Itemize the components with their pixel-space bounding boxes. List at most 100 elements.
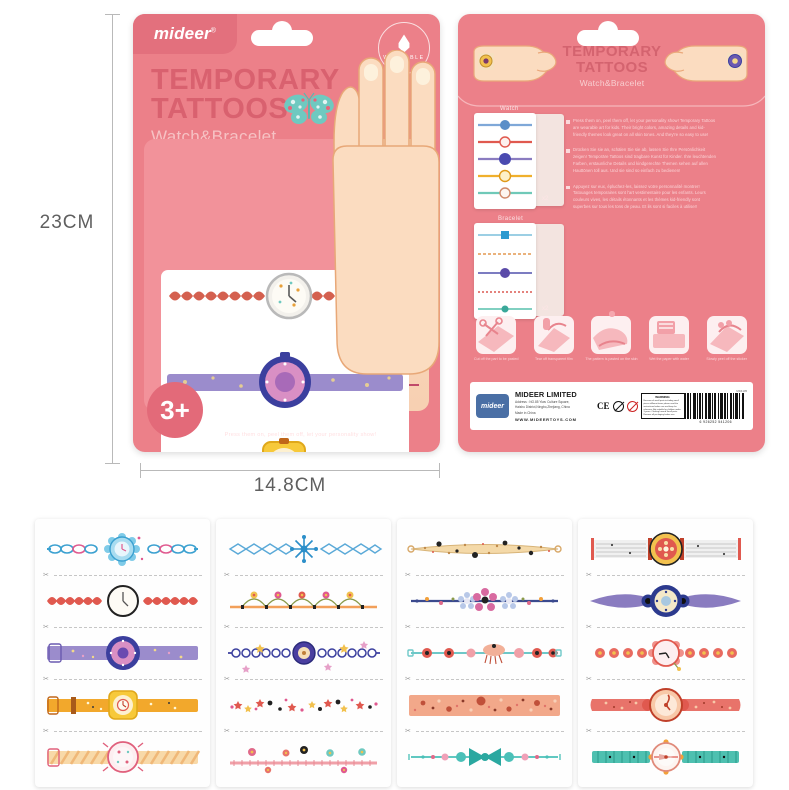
certification-marks: CE WARNING Because of small parts includ… [597, 393, 685, 419]
instruction-step-4: Wet the paper with water [608, 311, 696, 362]
tattoo-sheet-3: ✂ [397, 519, 572, 787]
warning-body: Because of small parts including small p… [643, 400, 681, 417]
bracelet-sheet-preview [478, 231, 532, 313]
step-caption-5: Slowly peel off the sticker [706, 357, 747, 361]
cut-line: ✂ [43, 675, 202, 684]
cut-line: ✂ [586, 623, 745, 632]
back-title: TEMPORARY TATTOOS Watch&Bracelet [544, 44, 680, 88]
company-address-2: Haishu District,Ningbo,Zhejiang, China [515, 405, 570, 410]
design-cream-speckle-bracelet [405, 529, 564, 569]
butterfly-icon [284, 92, 334, 125]
bracelet-qty: x2 [542, 306, 549, 312]
design-navy-star-chain-bracelet [224, 633, 383, 673]
registered-mark: ® [210, 27, 217, 35]
scissors-icon: ✂ [405, 623, 411, 631]
step-caption-3: The pattern is pasted on the skin [585, 357, 638, 361]
cut-line: ✂ [224, 571, 383, 580]
watch-sheet-preview [478, 120, 532, 199]
bracelet-group-label: Bracelet [498, 216, 524, 222]
design-purple-star-strap-watch [43, 633, 202, 673]
front-design-leaf-watch [169, 272, 335, 320]
instruction-step-2: Tear off transparent film [528, 311, 615, 362]
cut-line: ✂ [224, 727, 383, 736]
cut-line: ✂ [43, 727, 202, 736]
scissors-icon: ✂ [224, 727, 230, 735]
warning-title: WARNING [655, 395, 670, 400]
dimension-height-label: 23CM [39, 212, 95, 233]
tattoo-sheet-2: ✂ [216, 519, 391, 787]
design-yellow-polka-watch [43, 685, 202, 725]
title-line-2: TATTOOS [151, 93, 289, 125]
brand-logo-chip: mideer® [133, 14, 237, 54]
cut-line: ✂ [405, 623, 564, 632]
barcode-bars [684, 392, 747, 419]
cut-line: ✂ [224, 623, 383, 632]
hang-hole-back [577, 21, 639, 46]
design-coral-speckle-watch [586, 685, 745, 725]
company-logo: mideer [476, 394, 509, 418]
design-blue-chain-flower-watch [43, 529, 202, 569]
design-purple-navy-moon-watch [586, 581, 745, 621]
watch-group-label: Watch [500, 106, 519, 112]
company-website: WWW.MIDEERTOYS.COM [515, 417, 577, 423]
design-blue-snowflake-bracelet [224, 529, 383, 569]
ce-mark: CE [597, 401, 610, 411]
scissors-icon: ✂ [586, 675, 592, 683]
bullet-square-icon [566, 185, 570, 190]
watch-sheet-front [474, 113, 536, 209]
press-to-skin-icon [591, 316, 632, 354]
cut-line: ✂ [43, 623, 202, 632]
bullet-english: Press them on, peel them off, let your p… [566, 118, 716, 138]
company-address-3: Made in China [515, 411, 536, 416]
water-drop-icon [398, 34, 410, 53]
scissors-icon: ✂ [586, 571, 592, 579]
bullet-text-de: Drücken Sie sie an, schälen Sie sie ab, … [573, 147, 716, 173]
wet-sponge-icon [649, 316, 690, 354]
dimension-width-label: 14.8CM [253, 475, 327, 496]
sku-code: MD4105 [736, 388, 747, 393]
scissors-icon: ✂ [43, 623, 49, 631]
bullet-text-en: Press them on, peel them off, let your p… [573, 118, 716, 137]
package-back: TEMPORARY TATTOOS Watch&Bracelet Watch x… [458, 14, 765, 452]
tattoo-sheet-4: ✂ ✂ [578, 519, 753, 787]
company-info-bar: mideer MIDEER LIMITED Address : NO.85 Yi… [470, 382, 753, 430]
scissors-icon: ✂ [43, 727, 49, 735]
scissors-icon: ✂ [405, 571, 411, 579]
company-name: MIDEER LIMITED [515, 389, 577, 399]
barcode-number: 6 926252 541206 [699, 419, 732, 424]
scissors-icon: ✂ [586, 623, 592, 631]
package-front: mideer® WASHABLE TEMPORARY TATTOOS Watch… [133, 14, 440, 452]
bracelet-sheet-front [474, 223, 536, 319]
design-pink-flower-dot-bracelet [224, 737, 383, 777]
hand-illustration [332, 50, 440, 375]
design-white-feather-gold-watch [586, 529, 745, 569]
tattoo-sheet-1: ✂ ✂ [35, 519, 210, 787]
arm-right-illustration [664, 45, 748, 82]
design-navy-pink-daisy-bracelet [405, 581, 564, 621]
dimension-cap-right [439, 463, 440, 478]
bullet-square-icon [566, 149, 570, 153]
scissors-icon: ✂ [586, 727, 592, 735]
design-salmon-band-bracelet [405, 685, 564, 725]
scissors-icon: ✂ [224, 675, 230, 683]
scissors-icon: ✂ [224, 571, 230, 579]
company-address-1: Address : NO.85 Yiwu Culture Square, [515, 399, 570, 404]
bullet-french: Appuyez sur eux, épluchez-les, laissez v… [566, 184, 716, 211]
peel-film-icon [533, 316, 574, 354]
cut-line: ✂ [586, 727, 745, 736]
cut-line: ✂ [43, 571, 202, 580]
instruction-steps: Cut off the part to be pasted Tear off t… [470, 311, 753, 362]
instruction-step-1: Cut off the part to be pasted [470, 311, 615, 362]
scissors-icon: ✂ [224, 623, 230, 631]
back-subtitle: Watch&Bracelet [579, 77, 645, 88]
tattoo-sheets-row: ✂ ✂ [35, 519, 755, 787]
brand-name: mideer [153, 24, 211, 43]
design-teal-bow-bracelet [405, 737, 564, 777]
cut-line: ✂ [586, 571, 745, 580]
design-red-leaf-braid-watch [43, 581, 202, 621]
description-bullets: Press them on, peel them off, let your p… [566, 118, 716, 220]
design-olive-arch-flower-bracelet [224, 581, 383, 621]
instruction-step-5: Slowly peel off the sticker [608, 311, 753, 362]
design-teal-berry-bracelet [405, 633, 564, 673]
